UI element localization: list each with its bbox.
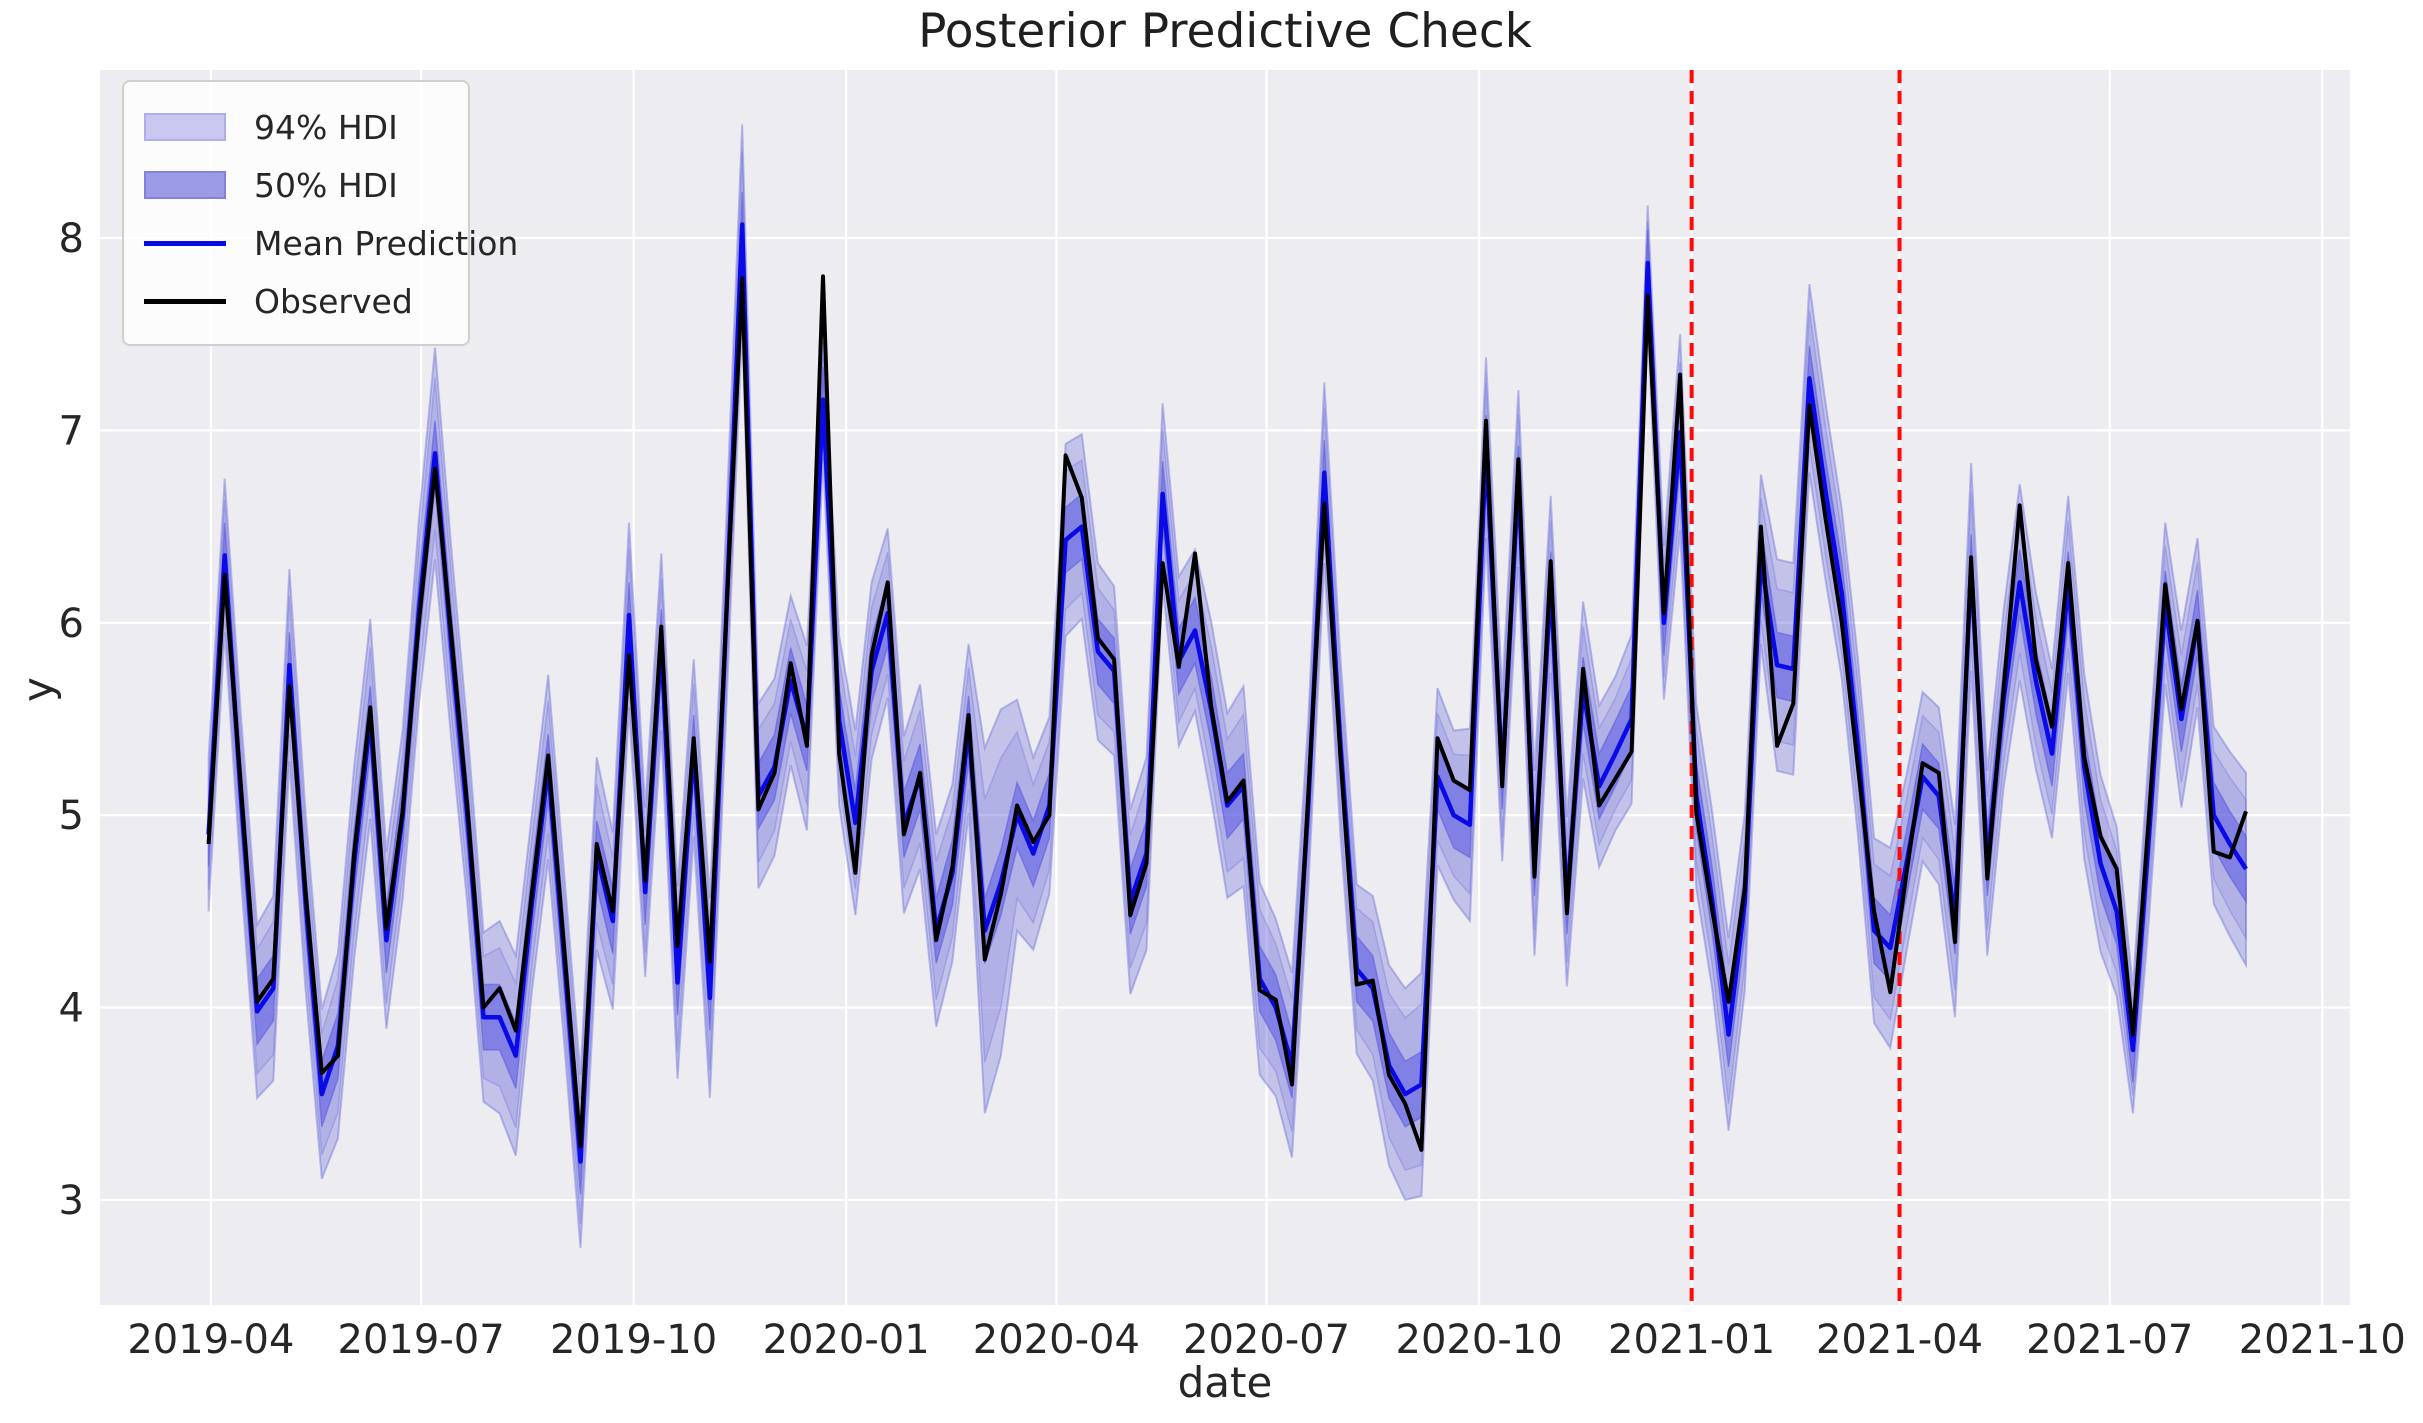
legend-item-mean: Mean Prediction: [144, 214, 518, 272]
x-tick-label: 2019-10: [550, 1317, 717, 1363]
y-tick-label: 8: [59, 216, 84, 262]
x-tick-label: 2020-01: [763, 1317, 930, 1363]
hdi94-band-swatch-icon: [144, 113, 226, 141]
hdi50-band-swatch-icon: [144, 171, 226, 199]
axes-background: [100, 70, 2350, 1305]
x-tick-label: 2020-10: [1396, 1317, 1563, 1363]
legend-label-94hdi: 94% HDI: [254, 107, 398, 147]
legend-item-94hdi: 94% HDI: [144, 98, 454, 156]
x-tick-label: 2020-04: [973, 1317, 1140, 1363]
chart-title: Posterior Predictive Check: [918, 4, 1532, 59]
legend: 94% HDI 50% HDI Mean Prediction Observed: [122, 80, 518, 346]
legend-label-50hdi: 50% HDI: [254, 165, 398, 205]
observed-line-swatch-icon: [144, 298, 226, 304]
x-tick-label: 2021-01: [1608, 1317, 1775, 1363]
y-tick-label: 5: [59, 793, 84, 839]
y-tick-label: 4: [59, 986, 84, 1032]
observed-line: [206, 274, 2248, 1152]
legend-item-50hdi: 50% HDI: [144, 156, 454, 214]
x-tick-label: 2019-04: [127, 1317, 294, 1363]
y-tick-label: 3: [59, 1178, 84, 1224]
x-tick-label: 2020-07: [1183, 1317, 1350, 1363]
legend-item-observed: Observed: [144, 272, 454, 330]
y-axis-label: y: [13, 677, 63, 702]
y-tick-label: 7: [59, 408, 84, 454]
mean-line-swatch-icon: [144, 240, 226, 246]
x-tick-label: 2019-07: [338, 1317, 505, 1363]
x-tick-label: 2021-07: [2026, 1317, 2193, 1363]
x-axis-label: date: [1177, 1358, 1273, 1407]
x-tick-label: 2021-10: [2239, 1317, 2406, 1363]
x-tick-label: 2021-04: [1816, 1317, 1983, 1363]
legend-label-observed: Observed: [254, 281, 413, 321]
legend-label-mean: Mean Prediction: [254, 223, 519, 263]
y-tick-label: 6: [59, 601, 84, 647]
